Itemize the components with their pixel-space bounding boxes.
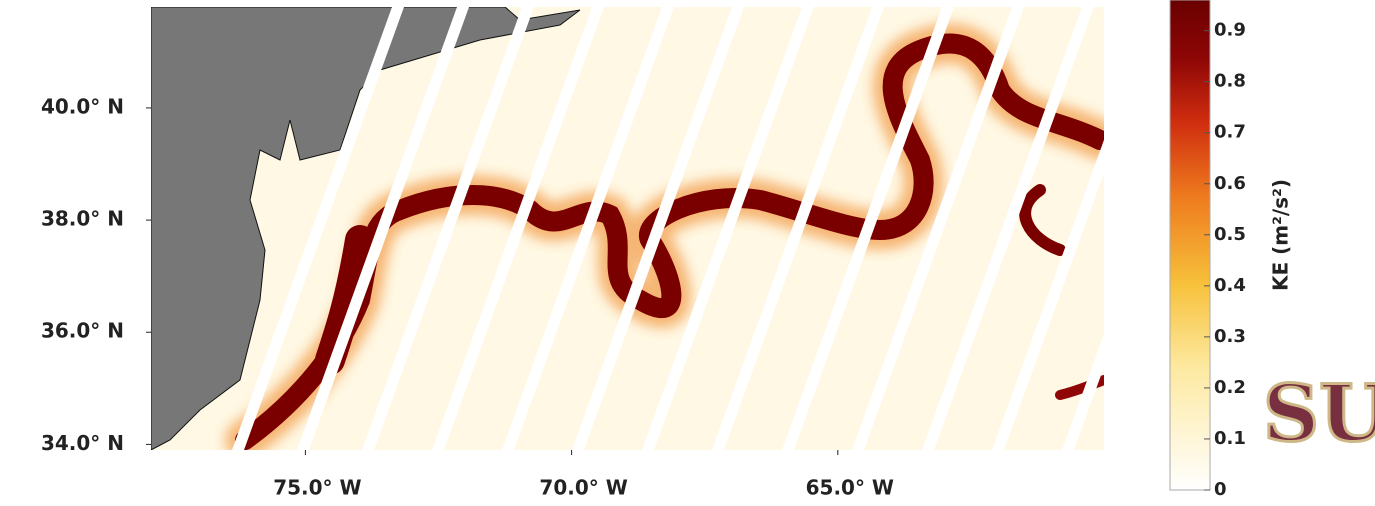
swath-gaps	[232, 7, 1104, 450]
land	[151, 7, 581, 450]
lon-tick-label: 65.0° W	[806, 476, 894, 500]
colorbar-tick-label: 0.9	[1214, 20, 1246, 41]
colorbar-tick-label: 0	[1214, 479, 1227, 500]
lon-tick-label: 75.0° W	[273, 476, 361, 500]
colorbar-tick-label: 0.3	[1214, 326, 1246, 347]
lon-tick-label: 70.0° W	[539, 476, 627, 500]
colorbar-tick-label: 0.8	[1214, 71, 1246, 92]
map-field	[151, 7, 1104, 450]
colorbar	[1169, 0, 1211, 491]
colorbar-tick-label: 0.7	[1214, 122, 1246, 143]
colorbar-tick-label: 0.4	[1214, 275, 1246, 296]
colorbar-tick-label: 0.5	[1214, 224, 1246, 245]
colorbar-label: KE (m²/s²)	[1269, 179, 1293, 291]
lat-tick-label: 38.0° N	[41, 207, 124, 231]
lat-tick-label: 36.0° N	[41, 319, 124, 343]
lat-tick-label: 40.0° N	[41, 94, 124, 118]
lat-tick-label: 34.0° N	[41, 431, 124, 455]
colorbar-tick-label: 0.1	[1214, 428, 1246, 449]
colorbar-tick-label: 0.2	[1214, 377, 1246, 398]
logo: SU	[1263, 369, 1375, 460]
colorbar-tick-label: 0.6	[1214, 173, 1246, 194]
